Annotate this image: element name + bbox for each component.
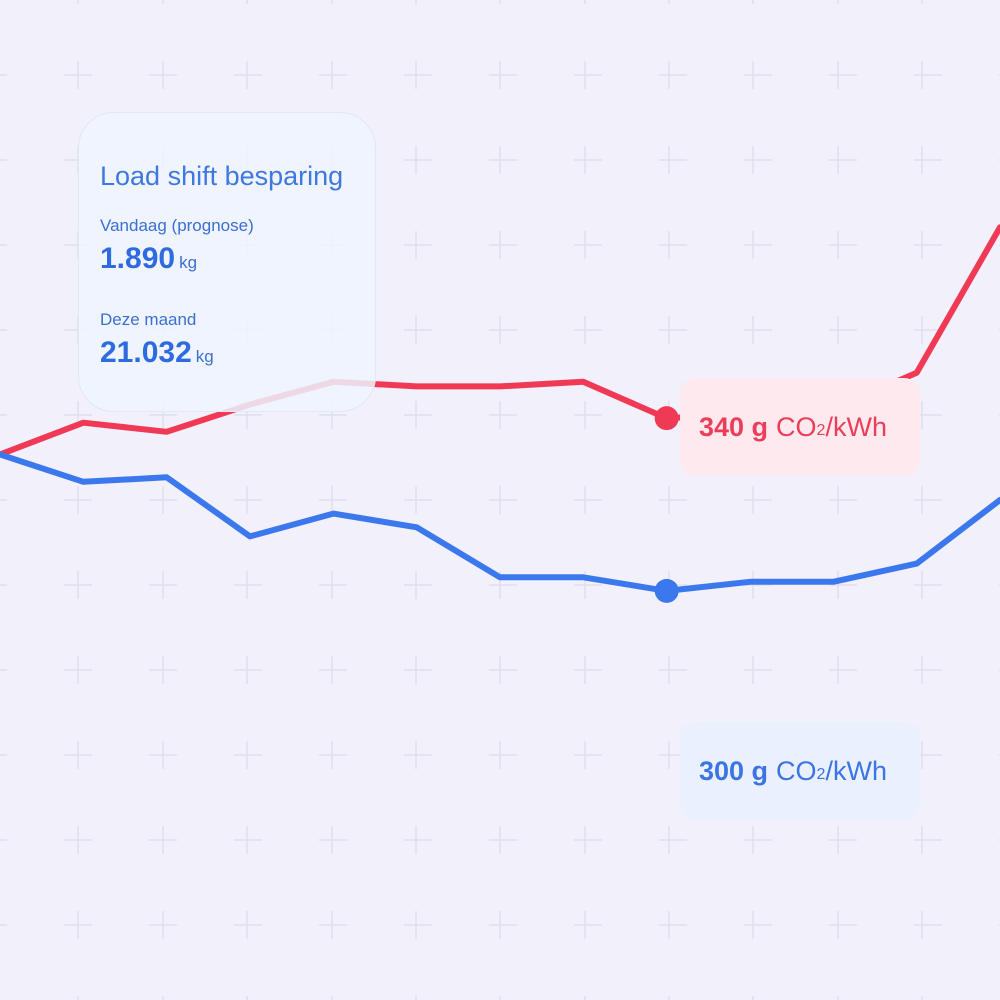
blue-series-unit-subscript: 2 xyxy=(816,766,826,783)
red-series-highlight-point xyxy=(654,406,679,431)
blue-series-value-label: 300 g CO 2/kWh xyxy=(680,722,920,820)
red-series-unit-suffix: /kWh xyxy=(825,411,887,442)
month-label: Deze maand xyxy=(100,310,197,329)
month-unit: kg xyxy=(195,347,214,366)
blue-series-unit-suffix: /kWh xyxy=(825,755,887,786)
blue-series-value: 300 g xyxy=(699,755,769,786)
month-value: 21.032 xyxy=(100,336,192,369)
today-metric: 1.890 kg xyxy=(100,242,375,276)
blue-series-line xyxy=(0,451,1000,594)
month-metric: 21.032 kg xyxy=(100,336,375,370)
red-series-value: 340 g xyxy=(699,411,769,442)
today-value: 1.890 xyxy=(100,242,176,275)
blue-series-highlight-point xyxy=(654,578,679,603)
red-series-unit-prefix: CO xyxy=(776,411,817,442)
red-series-value-label: 340 g CO 2/kWh xyxy=(680,378,920,476)
blue-series-unit-prefix: CO xyxy=(776,755,817,786)
red-series-unit-subscript: 2 xyxy=(816,422,826,439)
card-title: Load shift besparing xyxy=(100,161,344,191)
savings-card: Load shift besparing Vandaag (prognose) … xyxy=(78,112,376,412)
today-label: Vandaag (prognose) xyxy=(100,216,254,235)
today-unit: kg xyxy=(179,253,198,272)
